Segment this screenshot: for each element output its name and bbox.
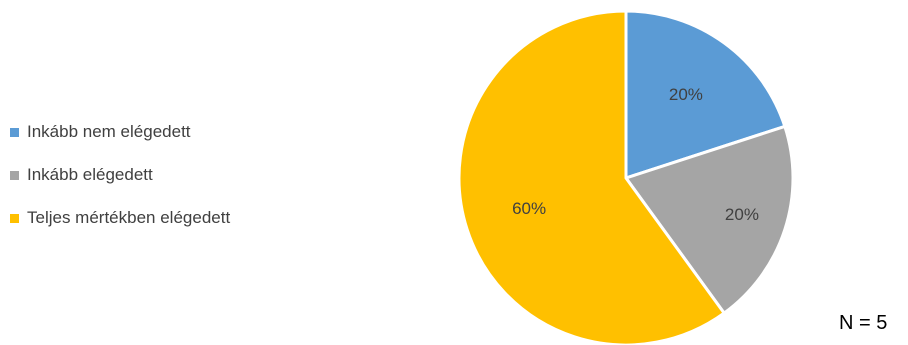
legend-item-inkabb-elegedett: Inkább elégedett bbox=[10, 165, 230, 185]
sample-size-label: N = 5 bbox=[839, 312, 888, 334]
legend-label-teljes-mertekben-elegedett: Teljes mértékben elégedett bbox=[27, 208, 231, 227]
pie-data-labels: 20% 20% 60% bbox=[512, 85, 759, 224]
pie-slice-inkabb-elegedett bbox=[624, 124, 795, 315]
legend-item-inkabb-nem-elegedett: Inkább nem elégedett bbox=[10, 122, 230, 142]
pie-slices bbox=[457, 9, 795, 345]
legend-swatch-inkabb-nem-elegedett bbox=[10, 127, 19, 137]
legend-label-inkabb-nem-elegedett: Inkább nem elégedett bbox=[27, 122, 191, 141]
legend-label-inkabb-elegedett: Inkább elégedett bbox=[27, 165, 153, 184]
data-label-teljes-mertekben-elegedett: 60% bbox=[512, 199, 546, 218]
pie-slice-inkabb-nem-elegedett bbox=[624, 9, 787, 180]
legend-item-teljes-mertekben-elegedett: Teljes mértékben elégedett bbox=[10, 208, 230, 228]
legend-swatch-teljes-mertekben-elegedett bbox=[10, 213, 19, 223]
legend: Inkább nem elégedett Inkább elégedett Te… bbox=[10, 122, 230, 251]
data-label-inkabb-elegedett: 20% bbox=[725, 205, 759, 224]
pie-slice-teljes-mertekben-elegedett bbox=[457, 9, 726, 345]
legend-swatch-inkabb-elegedett bbox=[10, 170, 19, 180]
data-label-inkabb-nem-elegedett: 20% bbox=[669, 85, 703, 104]
